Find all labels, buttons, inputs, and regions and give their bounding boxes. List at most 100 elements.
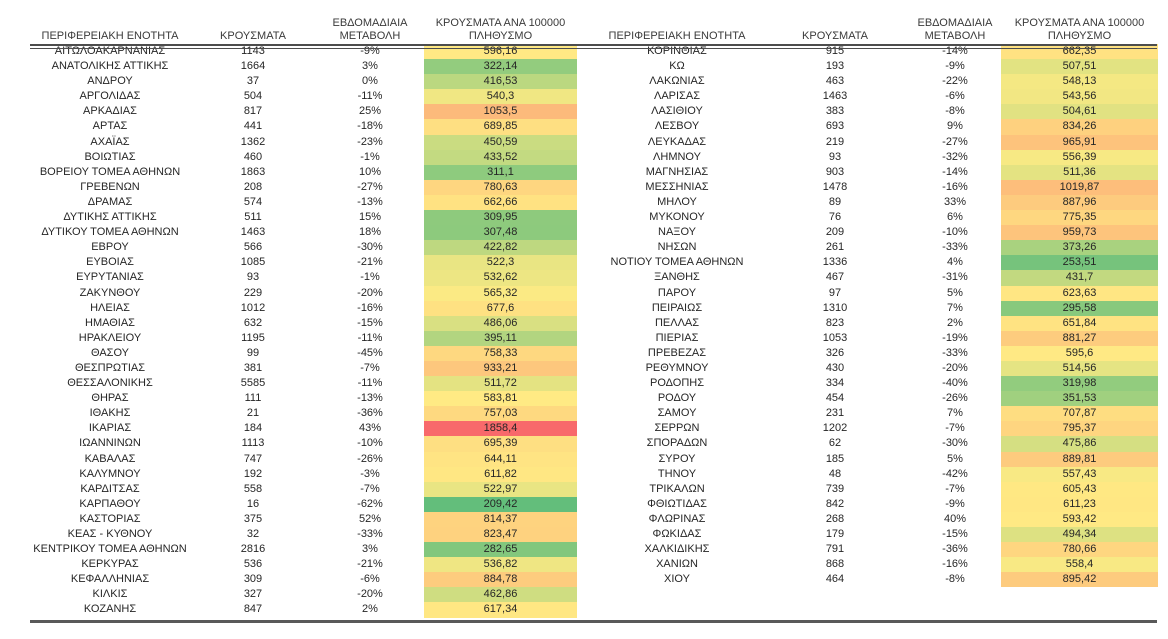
per-100k-cell: 507,51 bbox=[1001, 59, 1158, 75]
table-header-row: ΠΕΡΙΦΕΡΕΙΑΚΗ ΕΝΟΤΗΤΑ ΚΡΟΥΣΜΑΤΑ ΕΒΔΟΜΑΔΙΑ… bbox=[593, 8, 1158, 44]
region-cell: ΛΑΚΩΝΙΑΣ bbox=[649, 75, 705, 88]
table-row: ΑΝΑΤΟΛΙΚΗΣ ΑΤΤΙΚΗΣ 1664 3% 322,14 bbox=[30, 59, 577, 75]
cases-cell: 1664 bbox=[240, 60, 266, 73]
cases-cell: 185 bbox=[825, 452, 845, 465]
cases-cell: 467 bbox=[825, 271, 845, 284]
table-row: ΝΑΞΟΥ 209 -10% 959,73 bbox=[593, 225, 1158, 241]
region-cell: ΛΑΣΙΘΙΟΥ bbox=[651, 105, 703, 118]
per-100k-cell: 295,58 bbox=[1001, 300, 1158, 316]
cases-cell: 558 bbox=[243, 482, 263, 495]
cases-cell: 441 bbox=[243, 120, 263, 133]
per-100k-cell: 511,72 bbox=[424, 376, 577, 392]
table-row: ΠΕΙΡΑΙΩΣ 1310 7% 295,58 bbox=[593, 300, 1158, 316]
per-100k-cell: 689,85 bbox=[424, 119, 577, 135]
cases-cell: 208 bbox=[243, 180, 263, 193]
table-row: ΚΑΛΥΜΝΟΥ 192 -3% 611,82 bbox=[30, 466, 577, 482]
per-100k-cell: 307,48 bbox=[424, 225, 577, 241]
cases-cell: 460 bbox=[243, 150, 263, 163]
table-row: ΗΡΑΚΛΕΙΟΥ 1195 -11% 395,11 bbox=[30, 330, 577, 346]
per-100k-cell: 422,82 bbox=[424, 240, 577, 256]
weekly-change-cell: -26% bbox=[357, 452, 383, 465]
region-cell: ΠΡΕΒΕΖΑΣ bbox=[647, 346, 707, 359]
weekly-change-cell: -33% bbox=[942, 241, 968, 254]
table-row: ΒΟΙΩΤΙΑΣ 460 -1% 433,52 bbox=[30, 149, 577, 165]
per-100k-cell: 494,34 bbox=[1001, 527, 1158, 543]
per-100k-cell: 486,06 bbox=[424, 315, 577, 331]
cases-cell: 37 bbox=[246, 75, 260, 88]
per-100k-cell: 522,97 bbox=[424, 481, 577, 497]
region-cell: ΚΑΡΔΙΤΣΑΣ bbox=[80, 482, 140, 495]
region-cell: ΚΑΡΠΑΘΟΥ bbox=[79, 497, 141, 510]
table-row: ΠΑΡΟΥ 97 5% 623,63 bbox=[593, 285, 1158, 301]
region-cell: ΓΡΕΒΕΝΩΝ bbox=[80, 180, 140, 193]
cases-cell: 566 bbox=[243, 241, 263, 254]
cases-cell: 193 bbox=[825, 60, 845, 73]
per-100k-cell: 651,84 bbox=[1001, 315, 1158, 331]
cases-cell: 1336 bbox=[822, 256, 848, 269]
weekly-change-cell: -1% bbox=[360, 150, 380, 163]
per-100k-cell: 543,56 bbox=[1001, 89, 1158, 105]
cases-cell: 464 bbox=[825, 573, 845, 586]
per-100k-cell: 775,35 bbox=[1001, 210, 1158, 226]
cases-cell: 179 bbox=[825, 528, 845, 540]
column-header-per-100k: ΚΡΟΥΣΜΑΤΑ ΑΝΑ 100000 ΠΛΗΘΥΣΜΟ bbox=[1014, 17, 1145, 42]
cases-cell: 632 bbox=[243, 316, 263, 329]
weekly-change-cell: -36% bbox=[942, 543, 968, 556]
weekly-change-cell: -3% bbox=[360, 467, 380, 480]
region-cell: ΛΗΜΝΟΥ bbox=[653, 150, 701, 163]
per-100k-cell: 309,95 bbox=[424, 210, 577, 226]
region-cell: ΣΑΜΟΥ bbox=[657, 407, 697, 420]
table-row: ΜΑΓΝΗΣΙΑΣ 903 -14% 511,36 bbox=[593, 164, 1158, 180]
per-100k-cell: 462,86 bbox=[424, 587, 577, 603]
per-100k-cell: 395,11 bbox=[424, 330, 577, 346]
cases-cell: 327 bbox=[243, 588, 263, 601]
per-100k-cell: 548,13 bbox=[1001, 74, 1158, 90]
per-100k-cell: 1858,4 bbox=[424, 421, 577, 437]
header-divider bbox=[30, 44, 1157, 49]
table-header-row: ΠΕΡΙΦΕΡΕΙΑΚΗ ΕΝΟΤΗΤΑ ΚΡΟΥΣΜΑΤΑ ΕΒΔΟΜΑΔΙΑ… bbox=[30, 8, 577, 44]
weekly-change-cell: -11% bbox=[357, 90, 383, 103]
table-row: ΕΒΡΟΥ 566 -30% 422,82 bbox=[30, 240, 577, 256]
region-cell: ΚΕΝΤΡΙΚΟΥ ΤΟΜΕΑ ΑΘΗΝΩΝ bbox=[33, 543, 187, 556]
region-cell: ΡΟΔΟΠΗΣ bbox=[649, 377, 705, 390]
weekly-change-cell: -36% bbox=[357, 407, 383, 420]
cases-cell: 16 bbox=[246, 497, 260, 510]
region-cell: ΔΥΤΙΚΟΥ ΤΟΜΕΑ ΑΘΗΝΩΝ bbox=[41, 226, 179, 239]
cases-cell: 32 bbox=[246, 528, 260, 540]
per-100k-cell: 881,27 bbox=[1001, 330, 1158, 346]
weekly-change-cell: 33% bbox=[943, 195, 967, 208]
region-cell: ΙΩΑΝΝΙΝΩΝ bbox=[79, 437, 141, 450]
region-cell: ΝΑΞΟΥ bbox=[658, 226, 696, 239]
per-100k-cell: 814,37 bbox=[424, 511, 577, 527]
column-header-cases: ΚΡΟΥΣΜΑΤΑ bbox=[802, 29, 868, 42]
region-cell: ΧΑΝΙΩΝ bbox=[656, 558, 698, 571]
region-cell: ΘΕΣΠΡΩΤΙΑΣ bbox=[74, 361, 146, 374]
table-row: ΠΕΛΛΑΣ 823 2% 651,84 bbox=[593, 315, 1158, 331]
weekly-change-cell: -27% bbox=[942, 135, 968, 148]
region-cell: ΚΑΒΑΛΑΣ bbox=[84, 452, 136, 465]
regional-table-left: ΠΕΡΙΦΕΡΕΙΑΚΗ ΕΝΟΤΗΤΑ ΚΡΟΥΣΜΑΤΑ ΕΒΔΟΜΑΔΙΑ… bbox=[30, 8, 577, 618]
weekly-change-cell: -45% bbox=[357, 346, 383, 359]
per-100k-cell: 1019,87 bbox=[1001, 179, 1158, 195]
per-100k-cell: 758,33 bbox=[424, 345, 577, 361]
per-100k-cell: 795,37 bbox=[1001, 421, 1158, 437]
cases-cell: 381 bbox=[243, 361, 263, 374]
per-100k-cell: 644,11 bbox=[424, 451, 577, 467]
table-row: ΕΥΒΟΙΑΣ 1085 -21% 522,3 bbox=[30, 255, 577, 271]
region-cell: ΛΑΡΙΣΑΣ bbox=[653, 90, 700, 103]
per-100k-cell: 780,63 bbox=[424, 179, 577, 195]
per-100k-cell: 540,3 bbox=[424, 89, 577, 105]
table-row: ΔΥΤΙΚΗΣ ΑΤΤΙΚΗΣ 511 15% 309,95 bbox=[30, 210, 577, 226]
region-cell: ΚΟΖΑΝΗΣ bbox=[83, 603, 137, 616]
per-100k-cell: 511,36 bbox=[1001, 164, 1158, 180]
weekly-change-cell: -19% bbox=[942, 331, 968, 344]
per-100k-cell: 707,87 bbox=[1001, 406, 1158, 422]
per-100k-cell: 884,78 bbox=[424, 572, 577, 588]
weekly-change-cell: 15% bbox=[358, 211, 382, 224]
region-cell: ΙΚΑΡΙΑΣ bbox=[88, 422, 132, 435]
cases-cell: 309 bbox=[243, 573, 263, 586]
weekly-change-cell: 4% bbox=[947, 256, 963, 269]
per-100k-cell: 450,59 bbox=[424, 134, 577, 150]
weekly-change-cell: -13% bbox=[357, 392, 383, 405]
per-100k-cell: 253,51 bbox=[1001, 255, 1158, 271]
